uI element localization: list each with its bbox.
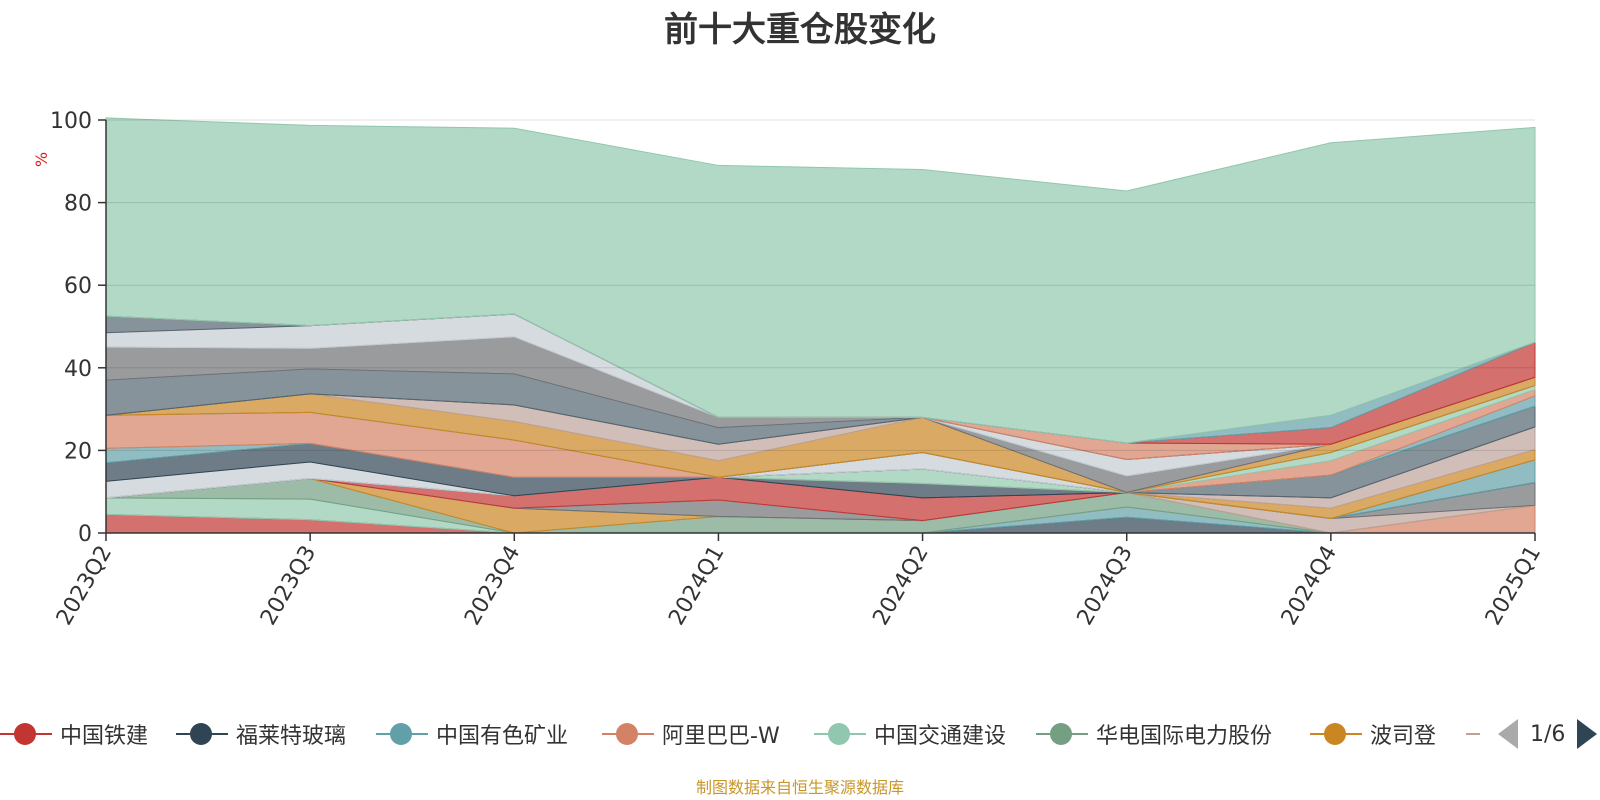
legend-swatch-icon <box>0 716 52 752</box>
chart-title: 前十大重仓股变化 <box>664 10 936 50</box>
chart-plot: 0 20 40 60 80 100 2023Q2 2023Q3 2023Q4 2024Q1 2024… <box>50 109 1546 630</box>
legend-item[interactable]: 中国铁建 <box>0 716 148 752</box>
legend-item[interactable]: 波司登 <box>1310 716 1436 752</box>
legend-swatch-icon <box>814 716 866 752</box>
legend-label: 福莱特玻璃 <box>236 724 347 749</box>
data-source-footer: 制图数据来自恒生聚源数据库 <box>695 778 904 797</box>
y-tick-label: 40 <box>64 357 92 382</box>
legend-swatch-icon <box>176 716 228 752</box>
legend-prev-page-icon[interactable] <box>1498 719 1518 749</box>
legend-item[interactable]: 阿里巴巴-W <box>602 716 780 752</box>
x-tick-label: 2024Q4 <box>1277 542 1342 630</box>
x-tick-label: 2024Q2 <box>868 542 933 630</box>
legend-label: 阿里巴巴-W <box>662 724 780 749</box>
legend-item[interactable]: 中国交通建设 <box>814 716 1006 752</box>
legend-item[interactable]: 福莱特玻璃 <box>176 716 346 752</box>
grid-lines <box>106 119 1535 451</box>
legend-item[interactable]: 中国有色矿业 <box>376 716 568 752</box>
legend-label: 华电国际电力股份 <box>1096 724 1273 749</box>
area-series-group <box>105 117 1536 534</box>
legend-swatch-icon <box>1310 716 1362 752</box>
legend-swatch-icon <box>602 716 654 752</box>
y-tick-label: 60 <box>64 274 92 299</box>
legend-label: 中国铁建 <box>60 724 149 749</box>
area-series-39 <box>105 117 1536 444</box>
legend-page-indicator: 1/6 <box>1530 721 1566 747</box>
x-tick-label: 2023Q3 <box>256 542 321 630</box>
legend-swatch-icon <box>1036 716 1088 752</box>
legend-item[interactable]: 华电国际电力股份 <box>1036 716 1272 752</box>
legend-pager: 1/6 <box>1498 716 1598 752</box>
x-tick-label: 2025Q1 <box>1481 542 1546 630</box>
x-tick-label: 2023Q2 <box>52 542 117 630</box>
legend-label: 波司登 <box>1370 724 1437 749</box>
y-tick-label: 20 <box>64 439 92 464</box>
y-tick-label: 0 <box>78 522 92 547</box>
legend: 1/6 中国铁建 福莱特玻璃 中国有色矿业 阿里巴巴-W 中国交通建设 华电国际电力股份 波… <box>0 716 1600 752</box>
x-tick-label: 2023Q4 <box>460 542 525 630</box>
x-tick-label: 2024Q1 <box>664 542 729 630</box>
legend-overflow-swatch-icon <box>1466 733 1480 735</box>
legend-swatch-icon <box>376 716 428 752</box>
legend-label: 中国有色矿业 <box>436 724 569 749</box>
x-tick-label: 2024Q3 <box>1073 542 1138 630</box>
legend-next-page-icon[interactable] <box>1577 719 1598 749</box>
y-tick-label: 100 <box>50 109 92 134</box>
y-tick-label: 80 <box>64 192 92 217</box>
legend-label: 中国交通建设 <box>874 724 1007 749</box>
